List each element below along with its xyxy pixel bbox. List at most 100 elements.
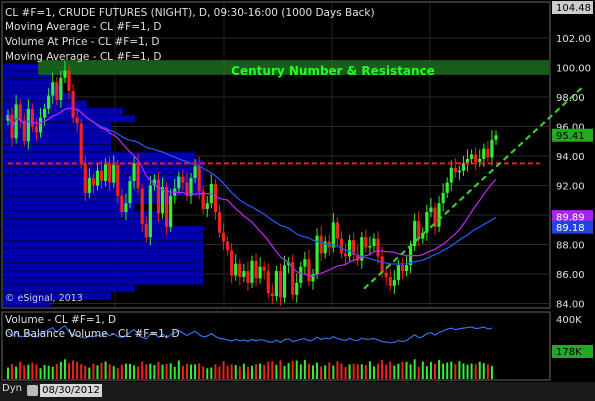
candle-body <box>303 259 307 267</box>
candle-body <box>400 265 405 272</box>
candle-body <box>319 235 323 254</box>
candle-body <box>242 271 246 277</box>
candle-body <box>323 241 327 254</box>
candle-body <box>132 163 136 182</box>
volume-bar <box>316 362 319 379</box>
candle-body <box>425 212 429 233</box>
candle-body <box>413 220 417 246</box>
vap-bar <box>3 122 111 130</box>
volume-bar <box>470 363 473 379</box>
volume-bar <box>360 364 363 379</box>
candle-body <box>221 232 226 242</box>
last-price-box <box>552 128 593 142</box>
vap-bar <box>3 196 171 204</box>
candle-body <box>299 266 303 283</box>
volume-bar <box>157 361 160 379</box>
candle-body <box>331 222 335 248</box>
price-tick-label: 102.00 <box>556 34 591 45</box>
candle-body <box>136 163 140 189</box>
volume-bar <box>161 364 164 379</box>
candle-body <box>156 179 161 214</box>
candle-body <box>433 207 437 227</box>
volume-bar <box>474 364 477 379</box>
volume-bars <box>7 359 493 379</box>
candle-body <box>99 170 104 182</box>
candle-body <box>55 82 59 100</box>
volume-bar <box>96 365 99 379</box>
candle-body <box>348 240 352 257</box>
volume-bar <box>218 366 221 379</box>
volume-bar <box>462 363 465 379</box>
candle-body <box>392 279 396 286</box>
volume-bar <box>43 365 46 379</box>
candle-body <box>148 185 152 238</box>
volume-bar <box>381 359 384 379</box>
candle-body <box>449 167 453 183</box>
volume-bar <box>194 364 197 379</box>
last-price: 95.41 <box>556 131 585 142</box>
volume-bar <box>417 366 420 379</box>
vap-bar <box>3 240 203 248</box>
volume-bar <box>267 361 270 379</box>
volume-bar <box>84 365 87 379</box>
volume-bar <box>238 366 241 379</box>
volume-bar <box>397 363 400 379</box>
volume-bar <box>226 365 229 379</box>
vap-bar <box>3 262 203 270</box>
volume-bar <box>133 365 136 379</box>
candle-body <box>258 266 262 279</box>
volume-axis-top: 400K <box>556 315 582 326</box>
volume-bar <box>80 364 83 379</box>
vap-bar <box>3 144 111 152</box>
volume-bar <box>206 368 209 379</box>
dyn-label[interactable]: Dyn <box>2 383 22 394</box>
vap-bar <box>3 167 203 174</box>
volume-bar <box>51 366 54 379</box>
candle-body <box>356 254 360 261</box>
candle-body <box>343 253 348 257</box>
candle-body <box>124 203 128 213</box>
volume-bar <box>287 363 290 379</box>
candle-body <box>490 139 494 158</box>
candle-body <box>368 245 372 248</box>
price-tick-label: 84.00 <box>556 300 585 311</box>
candle-body <box>38 117 43 133</box>
volume-bar <box>259 363 262 379</box>
volume-bar <box>173 366 176 379</box>
volume-bar <box>185 363 188 379</box>
candle-body <box>51 82 55 96</box>
volume-bar <box>421 361 424 379</box>
price-tick-label: 86.00 <box>556 270 585 281</box>
vap-bar <box>3 233 203 241</box>
date-field[interactable]: 08/30/2012 <box>40 384 102 397</box>
price-tick-label: 92.00 <box>556 182 585 193</box>
volume-bar <box>275 364 278 379</box>
candle-body <box>478 158 482 162</box>
candle-body <box>83 163 87 193</box>
candle-body <box>63 70 67 78</box>
volume-bar <box>446 362 449 379</box>
lock-icon[interactable] <box>27 385 38 396</box>
volume-bar <box>129 363 131 379</box>
volume-bar <box>19 361 22 379</box>
volume-bar <box>356 364 359 379</box>
candle-body <box>112 164 116 183</box>
candle-body <box>22 120 26 142</box>
candle-body <box>295 282 299 295</box>
volume-bar <box>92 363 95 379</box>
volume-bar <box>368 361 371 379</box>
volume-bar <box>413 359 416 379</box>
vap-bar <box>3 211 159 219</box>
volume-bar <box>198 363 201 379</box>
candle-body <box>238 263 242 277</box>
volume-bar <box>11 363 14 379</box>
volume-bar <box>490 365 493 379</box>
volume-bar <box>401 361 404 379</box>
ma-title-1: Moving Average - CL #F=1, D <box>5 21 161 33</box>
price-tick-label: 98.00 <box>556 93 585 104</box>
candle-body <box>470 154 474 159</box>
candle-body <box>246 271 250 283</box>
volume-bar <box>454 364 457 379</box>
ma-slow-value: 89.18 <box>556 223 585 234</box>
